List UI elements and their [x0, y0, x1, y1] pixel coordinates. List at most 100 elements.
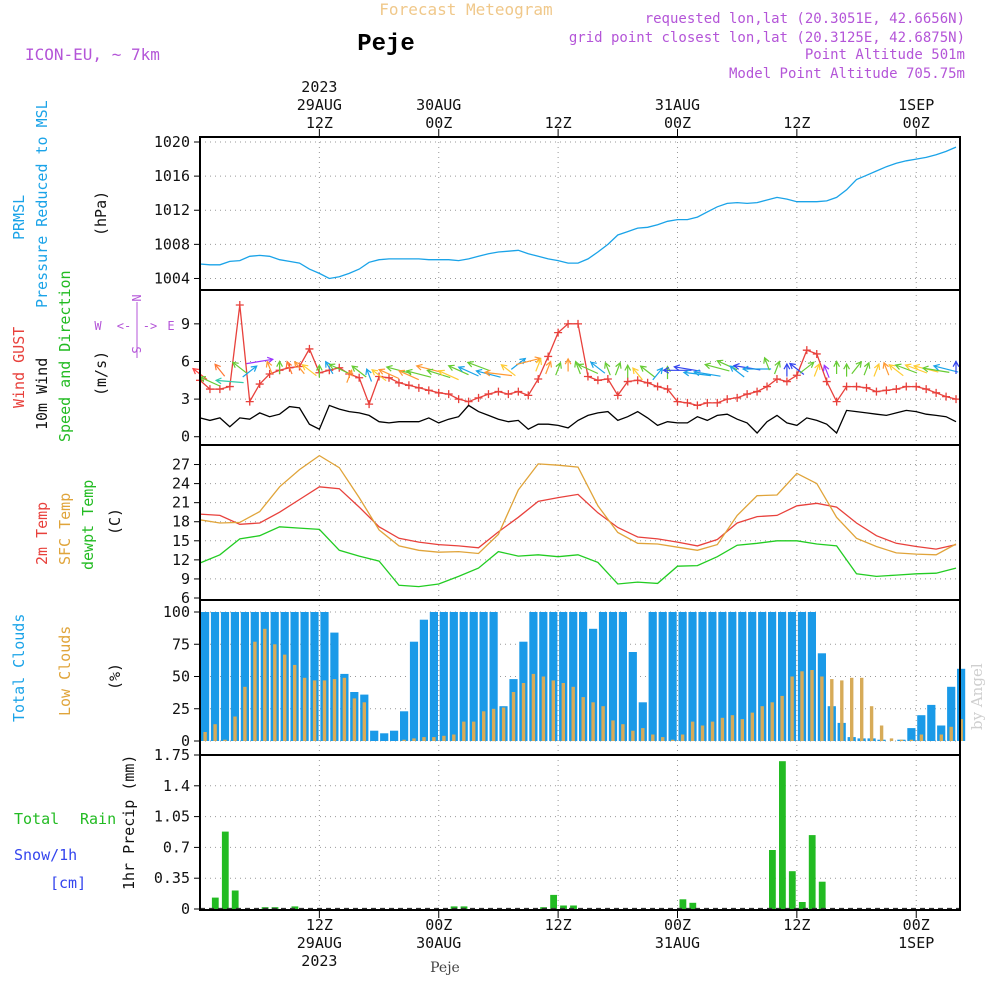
- bar-low-clouds: [462, 721, 466, 741]
- bar-total-clouds: [638, 702, 647, 741]
- bar-total-clouds: [370, 730, 379, 741]
- wind-arrow: [577, 363, 599, 375]
- wind-arrow: [371, 369, 387, 382]
- bar-low-clouds: [531, 673, 536, 741]
- panel-clouds: 0 25 50 75 100: [163, 599, 966, 756]
- wind-arrow-head: [882, 361, 889, 369]
- gust-marker: [305, 344, 314, 353]
- bar-low-clouds: [442, 735, 446, 741]
- bar-total-clouds: [628, 652, 637, 741]
- wind-arrow-head: [814, 362, 821, 371]
- bar-low-clouds: [949, 726, 953, 741]
- wind-arrow: [614, 362, 621, 376]
- wind-arrow: [555, 362, 562, 376]
- wind-arrow: [398, 370, 420, 381]
- wind-arrow-head: [894, 363, 902, 370]
- wind-arrow: [232, 361, 248, 374]
- bar-rain: [798, 902, 806, 909]
- y-tick-label: 1.75: [154, 746, 190, 764]
- bar-total-clouds: [618, 612, 627, 741]
- wind-arrow: [922, 367, 950, 373]
- panel-frame: [199, 754, 961, 911]
- y-tick-label: 12: [172, 551, 190, 569]
- wind-arrow: [604, 362, 611, 376]
- bar-low-clouds: [571, 686, 575, 741]
- y-tick-label: 0: [181, 900, 190, 918]
- bar-total-clouds: [400, 711, 409, 741]
- wind-arrow-head: [921, 365, 929, 373]
- bar-total-clouds: [419, 619, 428, 741]
- gust-marker: [663, 385, 672, 394]
- bar-low-clouds: [432, 737, 436, 741]
- label-speed-direction: Speed and Direction: [56, 270, 74, 442]
- bar-low-clouds: [850, 677, 854, 741]
- series-10m-wind: [199, 404, 957, 435]
- label-total: Total: [14, 810, 59, 828]
- bar-low-clouds: [810, 670, 814, 741]
- bar-total-clouds: [927, 704, 936, 741]
- panel-wind: 0 3 6 9: [181, 289, 961, 446]
- y-tick-label: 1020: [154, 133, 190, 151]
- y-tick-label: 1016: [154, 167, 190, 185]
- wind-arrow: [476, 370, 501, 378]
- gust-marker: [872, 387, 881, 396]
- compass-arrow-left: <-: [117, 319, 131, 333]
- y-tick-label: 3: [181, 390, 190, 408]
- time-label-bottom: 12Z: [545, 916, 572, 934]
- wind-arrow-head: [265, 360, 273, 368]
- bar-low-clouds: [959, 719, 963, 741]
- bar-total-clouds: [937, 725, 946, 741]
- wind-labels: Wind GUST 10m Wind Speed and Direction (…: [10, 270, 110, 442]
- label-c: (C): [106, 508, 124, 535]
- wind-arrow-head: [285, 360, 293, 368]
- wind-arrow: [905, 364, 928, 374]
- bar-total-clouds: [678, 612, 687, 741]
- wind-compass: W E N S <- ->: [94, 294, 175, 358]
- bar-rain: [560, 905, 567, 909]
- gust-marker: [245, 397, 254, 406]
- bar-low-clouds: [422, 737, 426, 741]
- y-tick-label: 6: [181, 589, 190, 607]
- bar-total-clouds: [947, 686, 956, 741]
- wind-arrow: [764, 357, 770, 371]
- gust-marker: [544, 352, 553, 361]
- wind-arrow-head: [192, 367, 199, 375]
- time-label-top: 30AUG: [416, 96, 461, 114]
- bar-low-clouds: [273, 644, 277, 742]
- bar-low-clouds: [352, 698, 357, 741]
- y-tick-label: 6: [181, 352, 190, 370]
- bar-low-clouds: [869, 706, 874, 741]
- bar-total-clouds: [658, 612, 667, 741]
- bar-rain: [689, 902, 697, 909]
- wind-arrow-head: [377, 368, 386, 375]
- label-10m-wind: 10m Wind: [33, 358, 51, 430]
- bar-low-clouds: [641, 728, 645, 741]
- label-pressure-msl: Pressure Reduced to MSL: [33, 100, 51, 308]
- bar-low-clouds: [293, 664, 297, 741]
- bar-low-clouds: [879, 725, 884, 741]
- wind-arrow: [694, 371, 721, 377]
- wind-arrow-head: [774, 360, 781, 368]
- y-tick-label: 50: [172, 668, 190, 686]
- wind-arrow: [242, 365, 258, 378]
- wind-arrow-head: [328, 363, 336, 370]
- gust-marker: [932, 388, 941, 397]
- wind-arrow-head: [807, 361, 815, 369]
- time-label-bottom: 30AUG: [416, 934, 461, 952]
- wind-arrow: [294, 361, 305, 375]
- bar-low-clouds: [412, 738, 416, 741]
- time-label-top: 1SEP: [898, 96, 934, 114]
- wind-arrow: [863, 362, 870, 376]
- label-precip: 1hr Precip (mm): [120, 755, 138, 890]
- time-label-bottom: 12Z: [783, 916, 810, 934]
- gust-marker: [365, 400, 374, 409]
- gust-marker: [265, 370, 274, 379]
- y-tick-label: 75: [172, 635, 190, 653]
- bar-rain: [211, 897, 219, 909]
- time-label-top: 2023: [301, 78, 337, 96]
- label-ms: (m/s): [92, 351, 110, 396]
- wind-arrow: [458, 366, 479, 377]
- time-label-bottom: 2023: [301, 952, 337, 970]
- bar-total-clouds: [768, 612, 777, 741]
